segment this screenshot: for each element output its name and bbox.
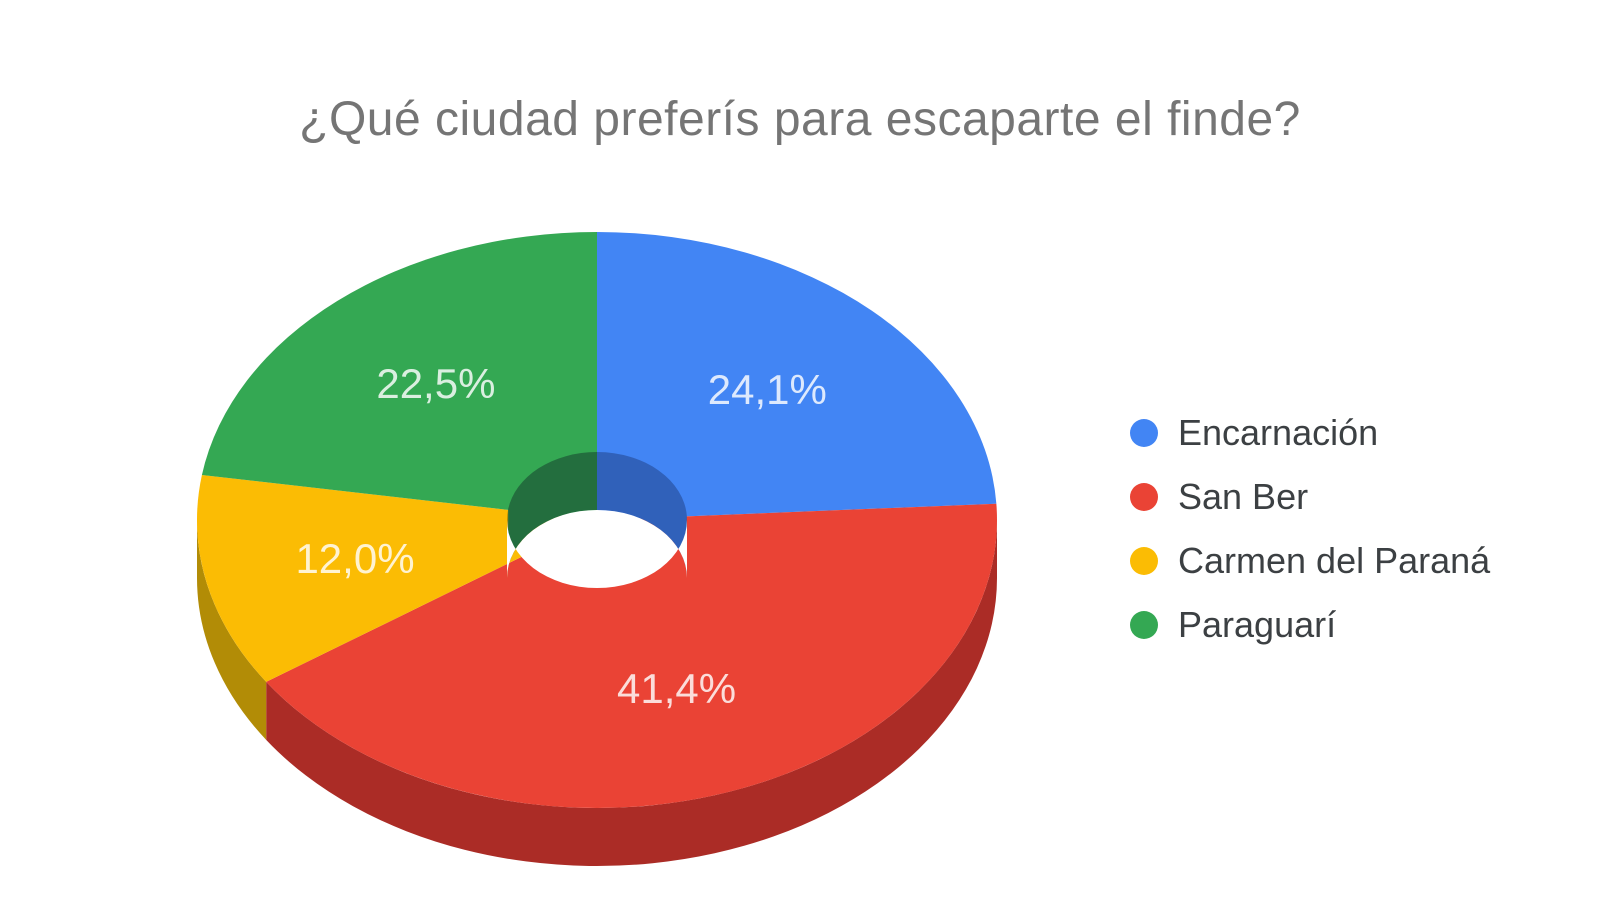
legend-label: Carmen del Paraná — [1178, 540, 1491, 581]
legend-dot-carmen-del-paran — [1130, 547, 1158, 575]
legend-dot-encarnaci-n — [1130, 419, 1158, 447]
slice-side-wall-san-ber — [266, 520, 997, 866]
donut-inner-wall-encarnaci-n — [597, 452, 687, 575]
legend-dot-paraguar — [1130, 611, 1158, 639]
legend-dot-san-ber — [1130, 483, 1158, 511]
slice-label-paraguar: 22,5% — [376, 360, 495, 407]
slice-label-carmen-del-paran: 12,0% — [295, 535, 414, 582]
legend-item-san-ber[interactable]: San Ber — [1130, 465, 1490, 529]
legend-label: San Ber — [1178, 476, 1309, 517]
slice-side-wall-carmen-del-paran — [197, 520, 267, 740]
chart-legend: Encarnación San Ber Carmen del Paraná Parag… — [1130, 401, 1490, 657]
slice-carmen-del-paran[interactable] — [196, 474, 597, 682]
slice-encarnaci-n[interactable] — [597, 232, 997, 520]
donut-hole — [507, 510, 687, 588]
slice-label-encarnaci-n: 24,1% — [708, 366, 827, 413]
slice-label-san-ber: 41,4% — [617, 665, 736, 712]
legend-item-paraguar[interactable]: Paraguarí — [1130, 593, 1490, 657]
legend-label: Encarnación — [1178, 412, 1379, 453]
legend-label: Paraguarí — [1178, 604, 1337, 645]
slice-san-ber[interactable] — [266, 503, 997, 808]
chart-title: ¿Qué ciudad preferís para escaparte el f… — [299, 93, 1301, 146]
slice-paraguar[interactable] — [201, 232, 598, 520]
donut-inner-wall-paraguar — [508, 452, 597, 568]
legend-item-encarnaci-n[interactable]: Encarnación — [1130, 401, 1490, 465]
legend-item-carmen-del-paran[interactable]: Carmen del Paraná — [1130, 529, 1490, 593]
